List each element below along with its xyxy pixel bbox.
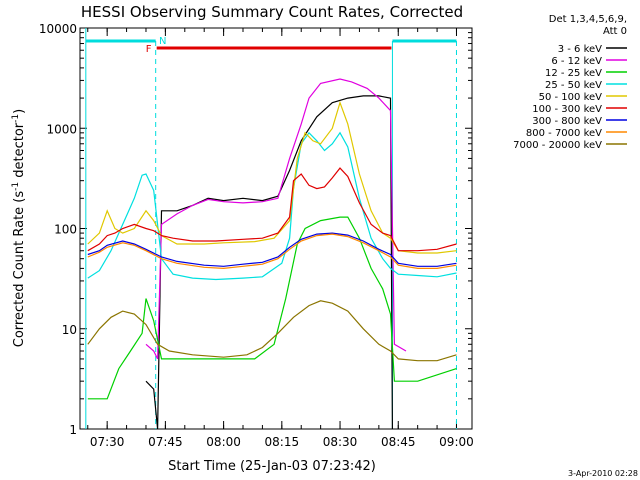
y-tick-label: 1 bbox=[69, 423, 77, 437]
x-tick-label: 08:30 bbox=[323, 435, 358, 449]
plot-area: 1 10 100 1000 10000 07:30 07:45 08:00 08:15 08:30… bbox=[39, 22, 474, 449]
legend-label: 6 - 12 keV bbox=[551, 56, 602, 67]
x-tick-label: 08:45 bbox=[381, 435, 416, 449]
legend-label: 3 - 6 keV bbox=[558, 44, 602, 55]
legend-label: 25 - 50 keV bbox=[545, 80, 602, 91]
series-line bbox=[87, 131, 457, 281]
series-line bbox=[87, 232, 457, 267]
chart-title: HESSI Observing Summary Count Rates, Cor… bbox=[81, 3, 463, 21]
y-tick-label: 10000 bbox=[39, 22, 77, 36]
plot-frame bbox=[79, 27, 473, 430]
series-line bbox=[87, 233, 457, 270]
x-tick-label: 08:00 bbox=[206, 435, 241, 449]
x-tick-label: 09:00 bbox=[439, 435, 474, 449]
series-line bbox=[87, 216, 457, 400]
y-axis-label-sup1: -1 bbox=[11, 182, 21, 191]
legend-header: Det 1,3,4,5,6,9, bbox=[549, 14, 627, 25]
flare-flag-label: F bbox=[146, 44, 152, 55]
series-line bbox=[87, 100, 457, 254]
legend-label: 300 - 800 keV bbox=[532, 116, 602, 127]
y-axis-label-sup2: -1 bbox=[11, 114, 21, 123]
y-tick-label: 100 bbox=[54, 223, 77, 237]
legend-header: Att 0 bbox=[603, 26, 627, 37]
y-axis-label-main: Corrected Count Rate (s bbox=[12, 191, 27, 348]
legend-label: 50 - 100 keV bbox=[539, 92, 603, 103]
x-axis-label: Start Time (25-Jan-03 07:23:42) bbox=[168, 459, 376, 474]
y-axis-label: Corrected Count Rate (s-1 detector-1) bbox=[11, 109, 27, 347]
legend-label: 100 - 300 keV bbox=[532, 104, 602, 115]
series-line bbox=[145, 78, 407, 360]
y-tick-label: 1000 bbox=[46, 122, 77, 136]
legend-label: 12 - 25 keV bbox=[545, 68, 602, 79]
legend-label: 7000 - 20000 keV bbox=[513, 140, 602, 151]
x-tick-label: 08:15 bbox=[265, 435, 300, 449]
y-tick-label: 10 bbox=[62, 323, 77, 337]
x-tick-label: 07:30 bbox=[90, 435, 125, 449]
y-axis-label-mid: detector bbox=[12, 122, 27, 182]
series-line bbox=[145, 95, 393, 430]
timestamp: 3-Apr-2010 02:28 bbox=[568, 469, 638, 478]
series-line bbox=[87, 167, 457, 252]
x-tick-label: 07:45 bbox=[148, 435, 183, 449]
legend-label: 800 - 7000 keV bbox=[526, 128, 602, 139]
y-axis-label-end: ) bbox=[12, 109, 27, 114]
night-flag-label: N bbox=[159, 36, 166, 47]
series-line bbox=[87, 300, 457, 362]
